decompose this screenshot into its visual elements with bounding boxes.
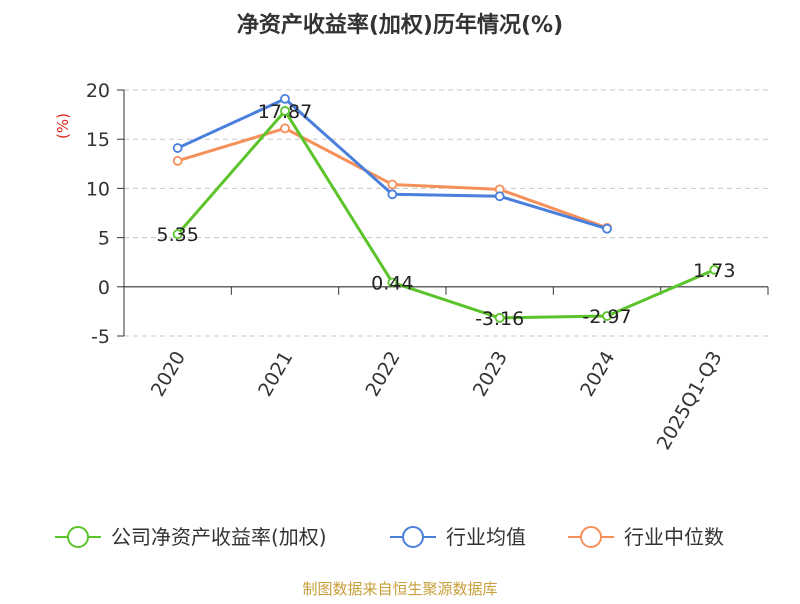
- legend-label: 公司净资产收益率(加权): [111, 525, 327, 549]
- legend-circle-icon: [67, 526, 89, 548]
- series-point-1[interactable]: [172, 143, 183, 153]
- data-label: 17.87: [258, 101, 312, 123]
- series-point-0[interactable]: [602, 311, 612, 321]
- y-tick-label: 0: [98, 277, 110, 299]
- series-point-1[interactable]: [387, 189, 398, 200]
- legend-item-2[interactable]: 行业中位数: [568, 525, 724, 549]
- data-label: -2.97: [582, 306, 631, 328]
- series-point-0[interactable]: [172, 229, 183, 240]
- series-point-0[interactable]: [387, 277, 398, 288]
- series-point-1[interactable]: [602, 223, 612, 234]
- series-layer: [172, 93, 720, 323]
- y-tick-label: 15: [86, 129, 110, 151]
- y-tick-label: 20: [86, 80, 110, 102]
- data-label: 5.35: [157, 224, 199, 246]
- x-tick-label: 2022: [361, 348, 404, 401]
- y-tick-label: -5: [91, 326, 110, 348]
- series-point-0[interactable]: [709, 264, 720, 275]
- series-point-1[interactable]: [494, 191, 505, 202]
- x-tick-label: 2023: [469, 348, 512, 401]
- y-tick-label: 10: [86, 178, 110, 200]
- legend-label: 行业中位数: [624, 525, 724, 549]
- axis-layer: 20 15 10 5 0 -5 2020 2021 2022 2023 2024 2025Q1-Q3: [86, 80, 769, 454]
- series-line-0: [176, 109, 715, 320]
- legend: 公司净资产收益率(加权) 行业均值 行业中位数: [55, 525, 724, 549]
- x-tick-label: 2025Q1-Q3: [653, 348, 727, 454]
- y-axis-unit-label: (%): [54, 113, 72, 139]
- legend-circle-icon: [580, 526, 602, 548]
- x-tick-label: 2024: [576, 348, 619, 401]
- y-tick-label: 5: [98, 228, 110, 250]
- series-point-2[interactable]: [387, 179, 398, 190]
- series-point-0[interactable]: [280, 106, 290, 116]
- data-label: 1.73: [693, 260, 735, 282]
- legend-item-1[interactable]: 行业均值: [390, 525, 526, 549]
- data-label: -3.16: [475, 308, 524, 330]
- chart-title: 净资产收益率(加权)历年情况(%): [237, 12, 563, 38]
- legend-item-0[interactable]: 公司净资产收益率(加权): [55, 525, 327, 549]
- series-point-2[interactable]: [280, 123, 290, 134]
- source-note: 制图数据来自恒生聚源数据库: [302, 580, 497, 598]
- data-label-layer: 5.35 17.87 0.44 -3.16 -2.97 1.73: [157, 101, 736, 330]
- series-line-2: [177, 126, 608, 230]
- series-point-0[interactable]: [494, 312, 505, 323]
- series-point-2[interactable]: [172, 155, 183, 166]
- x-tick-label: 2020: [147, 348, 190, 401]
- series-line-1: [177, 97, 608, 231]
- x-tick-label: 2021: [254, 348, 297, 401]
- legend-circle-icon: [402, 526, 424, 548]
- legend-label: 行业均值: [446, 525, 526, 549]
- data-label: 0.44: [371, 272, 413, 294]
- series-point-1[interactable]: [280, 93, 290, 104]
